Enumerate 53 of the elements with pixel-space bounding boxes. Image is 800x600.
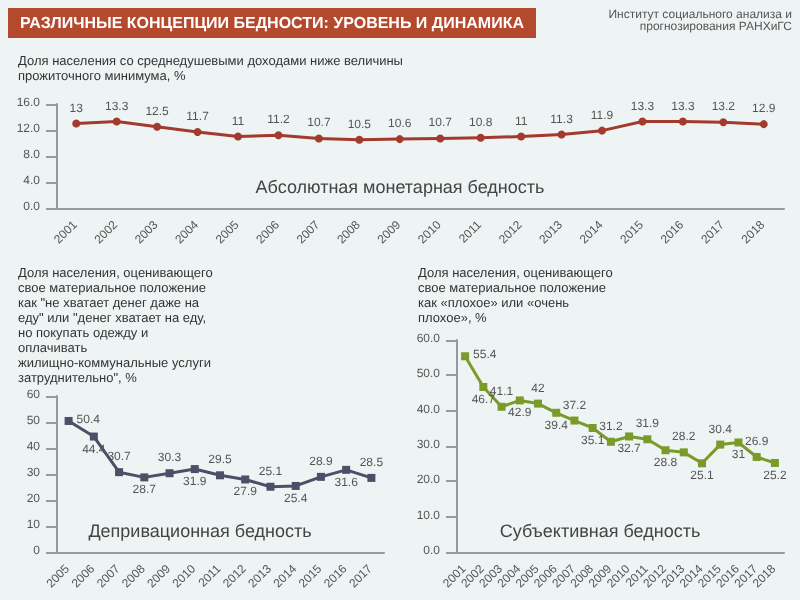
- point: [479, 382, 488, 391]
- point: [517, 132, 526, 141]
- point: [112, 117, 121, 126]
- point: [190, 465, 199, 474]
- point: [734, 438, 743, 447]
- point: [678, 117, 687, 126]
- point: [367, 473, 376, 482]
- point: [241, 475, 250, 484]
- point: [216, 471, 224, 480]
- point: [552, 408, 561, 417]
- point: [719, 118, 728, 127]
- point: [606, 437, 615, 446]
- point: [461, 352, 470, 361]
- point: [153, 122, 162, 131]
- point: [140, 473, 149, 482]
- point: [752, 452, 761, 461]
- point: [436, 134, 445, 143]
- point: [497, 402, 506, 411]
- point: [698, 459, 706, 468]
- point: [316, 472, 325, 481]
- point: [274, 131, 283, 140]
- point: [557, 130, 566, 139]
- point: [64, 416, 73, 425]
- point: [355, 135, 364, 144]
- point: [291, 481, 300, 490]
- annotation: Абсолютная монетарная бедность: [255, 177, 546, 197]
- point: [165, 469, 174, 478]
- point: [266, 482, 275, 491]
- point: [515, 396, 524, 405]
- point: [625, 432, 634, 441]
- point: [759, 120, 768, 129]
- point: [643, 435, 652, 444]
- point: [314, 134, 323, 143]
- point: [395, 135, 404, 144]
- point: [638, 117, 647, 126]
- point: [89, 432, 98, 441]
- point: [193, 127, 202, 136]
- point: [72, 119, 81, 128]
- annotation: Субъективная бедность: [499, 521, 701, 541]
- point: [570, 416, 579, 425]
- point: [661, 446, 670, 455]
- point: [234, 132, 242, 141]
- text: РАЗЛИЧНЫЕ КОНЦЕПЦИИ БЕДНОСТИ: УРОВЕНЬ И ДИНАМИКА: [8, 7, 536, 37]
- annotation: Депривационная бедность: [88, 521, 313, 541]
- point: [476, 133, 485, 142]
- point: [770, 458, 779, 467]
- point: [115, 468, 124, 477]
- point: [598, 126, 606, 135]
- point: [534, 399, 542, 408]
- point: [716, 440, 725, 449]
- point: [679, 448, 688, 457]
- point: [588, 423, 597, 432]
- point: [342, 465, 351, 474]
